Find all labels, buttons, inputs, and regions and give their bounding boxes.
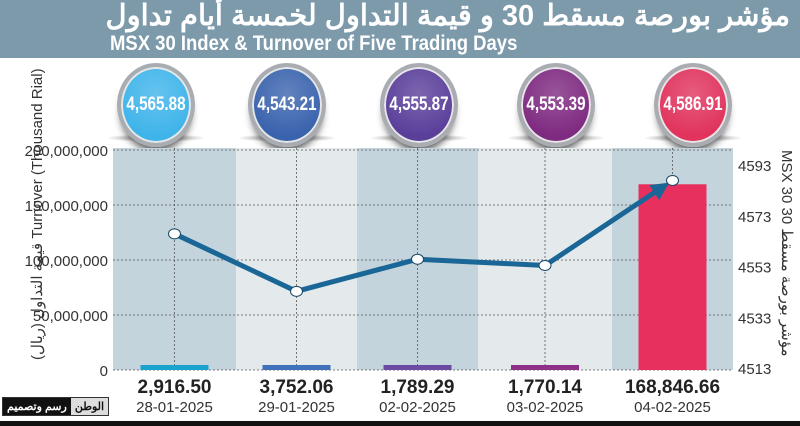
index-value-bubble: 4,543.21	[248, 63, 326, 147]
left-axis-tick: 200,000,000	[25, 143, 108, 160]
turnover-label: 3,752.06	[260, 377, 334, 398]
logo-tagline: رسم وتصميم	[3, 398, 71, 415]
index-value: 4,565.88	[126, 94, 186, 115]
left-axis-label: قيمة التداول (ريال) Turnover (Thousand R…	[29, 68, 46, 360]
left-axis-tick: 0	[100, 363, 108, 380]
logo: رسم وتصميم الوطن	[2, 397, 110, 416]
turnover-label: 1,789.29	[381, 377, 455, 398]
date-label: 29-01-2025	[258, 399, 335, 416]
index-point	[168, 228, 181, 240]
index-value: 4,555.87	[389, 94, 449, 115]
arrow-head-icon	[649, 182, 670, 201]
index-point	[666, 174, 679, 186]
right-axis-tick: 4573	[738, 209, 771, 226]
turnover-bar	[383, 365, 452, 370]
right-axis-tick: 4533	[738, 310, 771, 327]
index-value-bubble: 4,553.39	[517, 63, 595, 147]
turnover-bar	[511, 365, 579, 370]
index-value: 4,586.91	[663, 94, 723, 115]
index-point	[538, 260, 552, 272]
right-axis-tick: 4593	[738, 158, 771, 175]
title-band: مؤشر بورصة مسقط 30 و قيمة التداول لخمسة …	[0, 0, 800, 58]
title-english: MSX 30 Index & Turnover of Five Trading …	[110, 32, 518, 55]
date-label: 03-02-2025	[507, 399, 584, 416]
turnover-bar	[262, 365, 331, 370]
date-label: 28-01-2025	[136, 399, 213, 416]
title-arabic: مؤشر بورصة مسقط 30 و قيمة التداول لخمسة …	[105, 0, 790, 32]
logo-name: الوطن	[70, 398, 109, 415]
right-axis-tick: 4513	[738, 361, 771, 378]
turnover-label: 1,770.14	[508, 377, 582, 398]
date-label: 02-02-2025	[379, 399, 456, 416]
date-label: 04-02-2025	[634, 399, 711, 416]
turnover-bar	[638, 184, 707, 370]
turnover-label: 168,846.66	[625, 377, 720, 398]
index-value-bubble: 4,586.91	[654, 63, 732, 147]
index-value-bubble: 4,565.88	[117, 63, 195, 147]
footer-bar	[0, 421, 800, 426]
right-axis-tick: 4553	[738, 260, 771, 277]
turnover-label: 2,916.50	[138, 377, 212, 398]
index-point	[411, 253, 424, 265]
left-axis-tick: 100,000,000	[25, 253, 108, 270]
index-point	[290, 285, 303, 297]
index-value: 4,553.39	[526, 94, 586, 115]
index-value: 4,543.21	[257, 94, 317, 115]
left-axis-tick: 50,000,000	[33, 308, 108, 325]
left-axis-tick: 150,000,000	[25, 198, 108, 215]
right-axis-label: MSX 30 مؤشر بورصة مسقط 30	[778, 150, 795, 357]
turnover-bar	[140, 365, 209, 370]
index-value-bubble: 4,555.87	[380, 63, 458, 147]
